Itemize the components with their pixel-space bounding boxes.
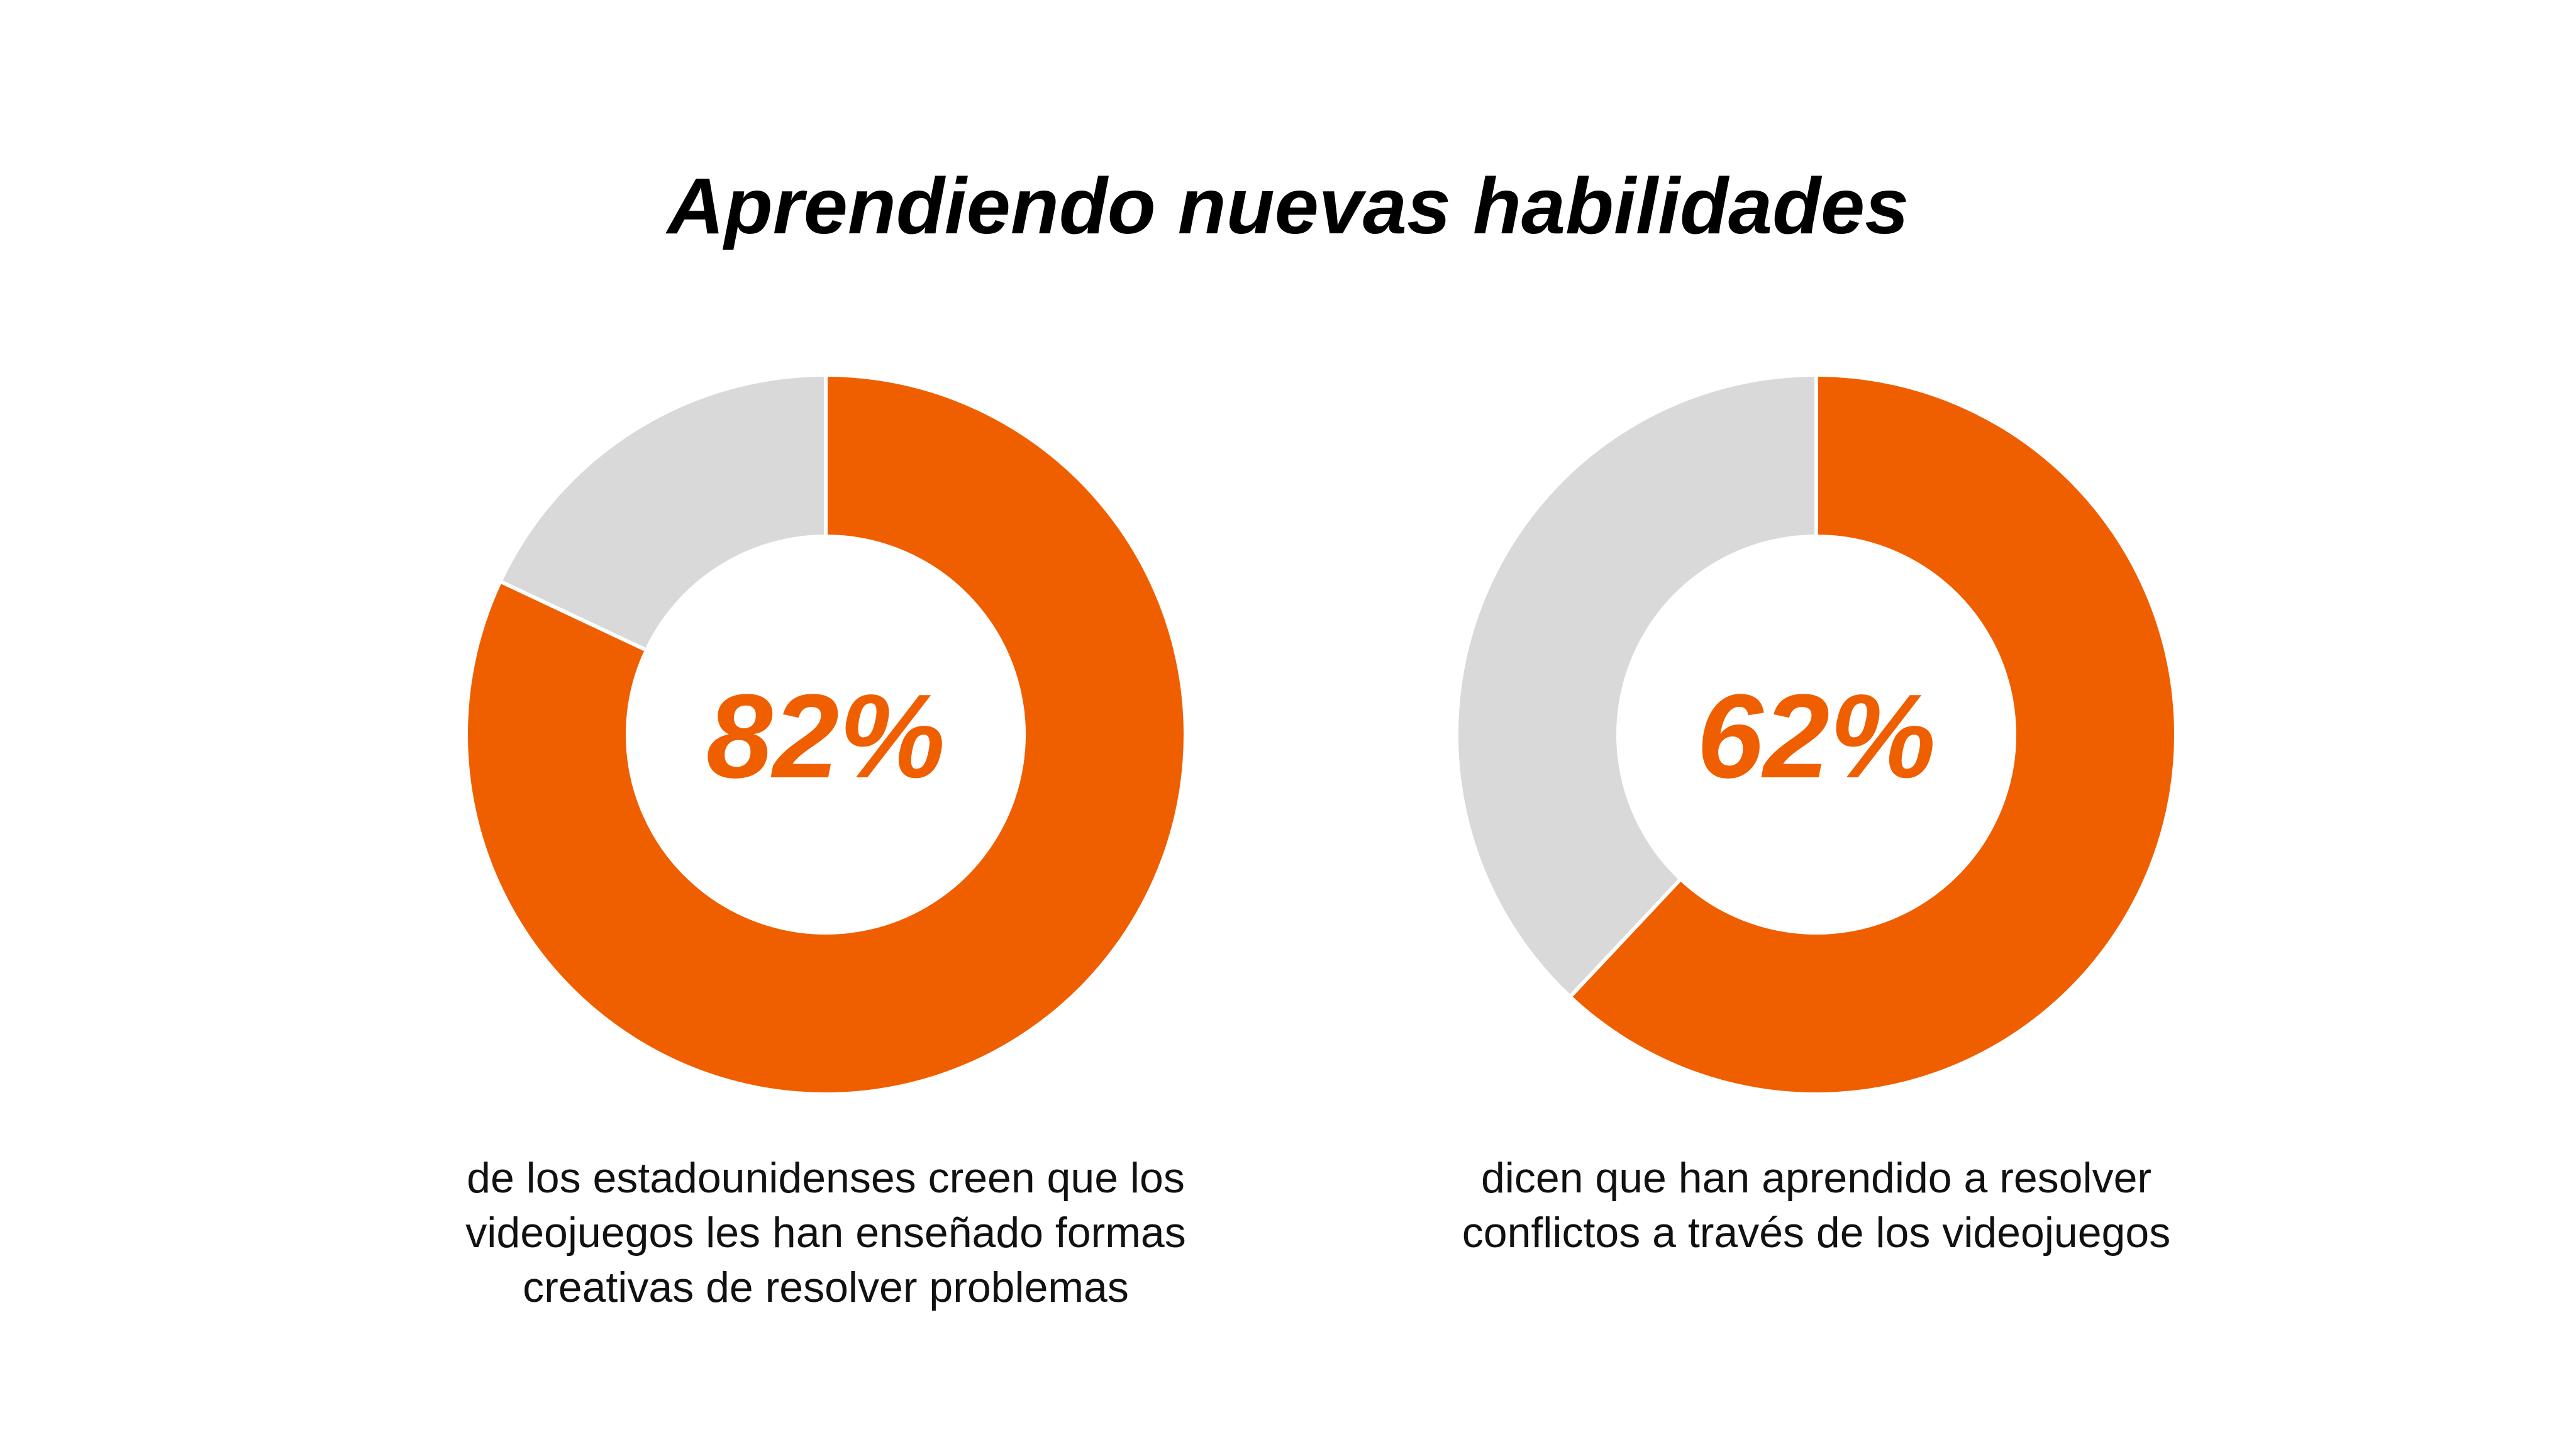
donut-0-slice-0 [464,372,1187,1096]
donut-1-slice-1 [1455,372,1818,1000]
caption-left: de los estadounidenses creen que los vid… [465,1154,1186,1311]
donut-1-center-label: 62% [1697,670,1936,803]
chart-title: Aprendiendo nuevas habilidades [667,162,1909,250]
donut-0-slice-1 [497,372,828,653]
caption-right: dicen que han aprendido a resolver confl… [1462,1154,2171,1257]
donut-1-slice-0 [1567,372,2178,1096]
donut-0-center-label: 82% [706,670,945,803]
